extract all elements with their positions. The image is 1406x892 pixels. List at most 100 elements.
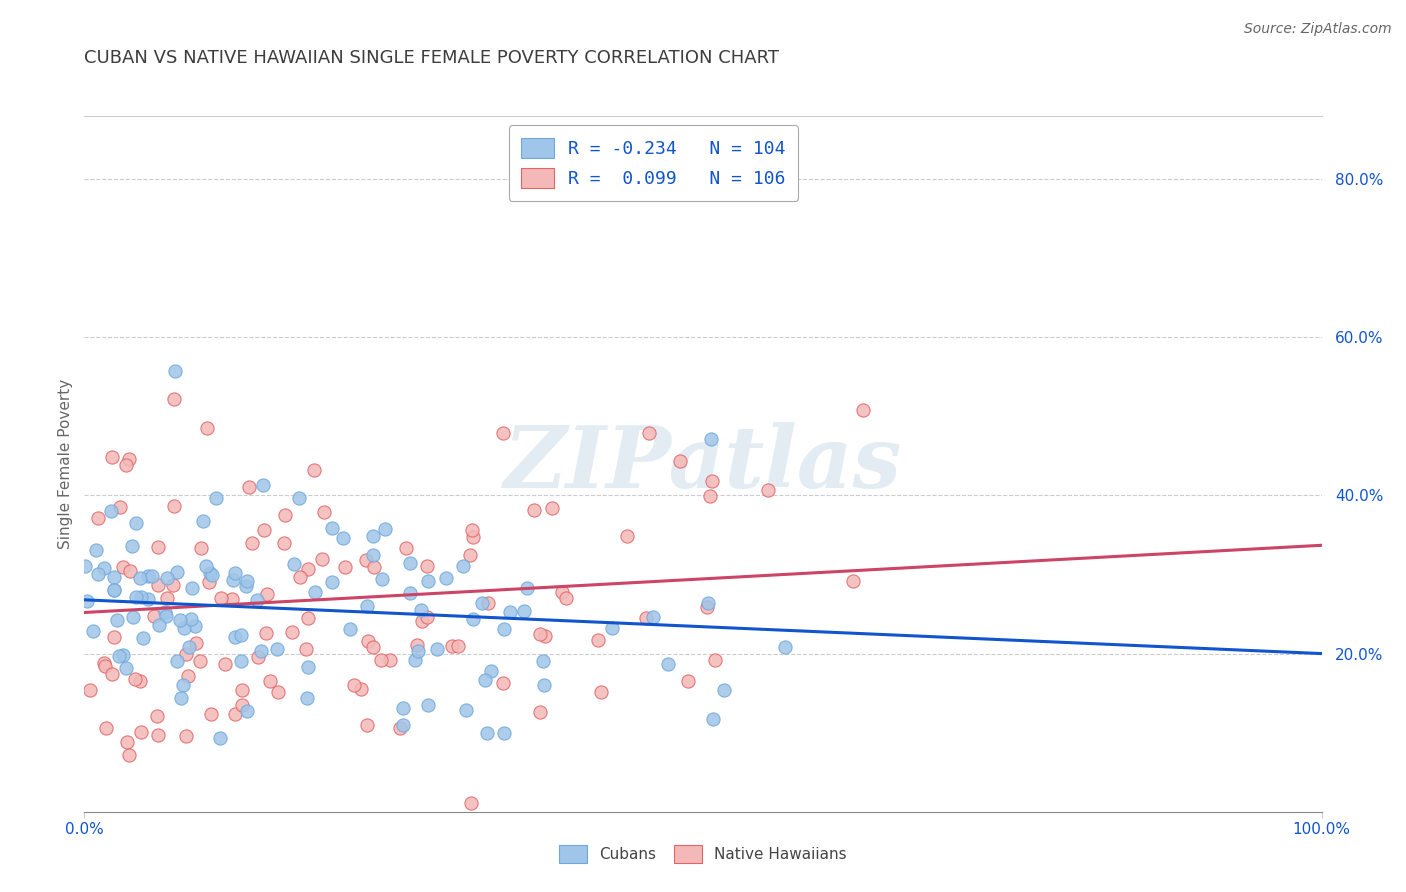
Point	[166, 654, 188, 668]
Point	[391, 700, 413, 714]
Point	[115, 458, 138, 473]
Point	[363, 560, 385, 574]
Point	[404, 653, 426, 667]
Point	[388, 721, 411, 735]
Point	[132, 631, 155, 645]
Point	[456, 703, 478, 717]
Point	[756, 483, 779, 498]
Point	[259, 673, 281, 688]
Point	[533, 678, 555, 692]
Point	[86, 566, 108, 581]
Point	[129, 591, 152, 605]
Point	[236, 704, 259, 718]
Point	[416, 610, 439, 624]
Point	[100, 504, 122, 518]
Point	[699, 489, 721, 503]
Point	[107, 648, 129, 663]
Point	[224, 707, 246, 722]
Point	[333, 560, 356, 574]
Point	[198, 575, 221, 590]
Point	[94, 721, 117, 735]
Point	[394, 541, 416, 555]
Point	[841, 574, 863, 588]
Point	[499, 605, 522, 619]
Point	[273, 508, 295, 522]
Point	[314, 505, 336, 519]
Point	[440, 640, 463, 654]
Point	[111, 648, 134, 663]
Point	[273, 536, 295, 550]
Point	[129, 571, 152, 585]
Point	[118, 452, 141, 467]
Point	[434, 571, 457, 585]
Point	[458, 549, 481, 563]
Point	[188, 654, 211, 668]
Point	[461, 530, 484, 544]
Point	[356, 634, 378, 648]
Point	[195, 420, 218, 434]
Point	[124, 672, 146, 686]
Point	[101, 666, 124, 681]
Point	[252, 478, 274, 492]
Point	[236, 574, 259, 589]
Point	[523, 502, 546, 516]
Point	[700, 432, 723, 446]
Point	[295, 691, 318, 706]
Point	[82, 624, 104, 638]
Point	[79, 682, 101, 697]
Point	[531, 654, 554, 668]
Point	[254, 626, 277, 640]
Y-axis label: Single Female Poverty: Single Female Poverty	[58, 379, 73, 549]
Point	[120, 565, 142, 579]
Point	[416, 698, 439, 713]
Point	[534, 629, 557, 643]
Point	[177, 668, 200, 682]
Point	[297, 561, 319, 575]
Point	[494, 726, 516, 740]
Point	[494, 622, 516, 636]
Point	[163, 392, 186, 406]
Point	[668, 453, 690, 467]
Point	[195, 559, 218, 574]
Point	[697, 596, 720, 610]
Point	[541, 501, 564, 516]
Point	[267, 685, 290, 699]
Text: Source: ZipAtlas.com: Source: ZipAtlas.com	[1244, 22, 1392, 37]
Point	[350, 681, 373, 696]
Point	[129, 673, 152, 688]
Point	[529, 626, 551, 640]
Point	[115, 735, 138, 749]
Point	[86, 510, 108, 524]
Point	[235, 579, 257, 593]
Legend: Cubans, Native Hawaiians: Cubans, Native Hawaiians	[551, 838, 855, 871]
Point	[146, 728, 169, 742]
Point	[474, 673, 496, 688]
Point	[477, 596, 499, 610]
Point	[283, 557, 305, 571]
Point	[118, 748, 141, 763]
Point	[374, 522, 396, 536]
Point	[121, 539, 143, 553]
Point	[200, 706, 222, 721]
Point	[492, 425, 515, 440]
Point	[616, 528, 638, 542]
Point	[253, 523, 276, 537]
Point	[409, 603, 432, 617]
Point	[460, 796, 482, 810]
Point	[148, 578, 170, 592]
Point	[148, 540, 170, 554]
Point	[146, 708, 169, 723]
Point	[302, 463, 325, 477]
Point	[231, 628, 253, 642]
Point	[75, 558, 97, 573]
Point	[479, 664, 502, 678]
Point	[122, 610, 145, 624]
Point	[321, 521, 343, 535]
Point	[426, 641, 449, 656]
Point	[180, 582, 202, 596]
Point	[713, 683, 735, 698]
Point	[529, 705, 551, 719]
Point	[163, 364, 186, 378]
Point	[138, 591, 160, 606]
Point	[105, 613, 128, 627]
